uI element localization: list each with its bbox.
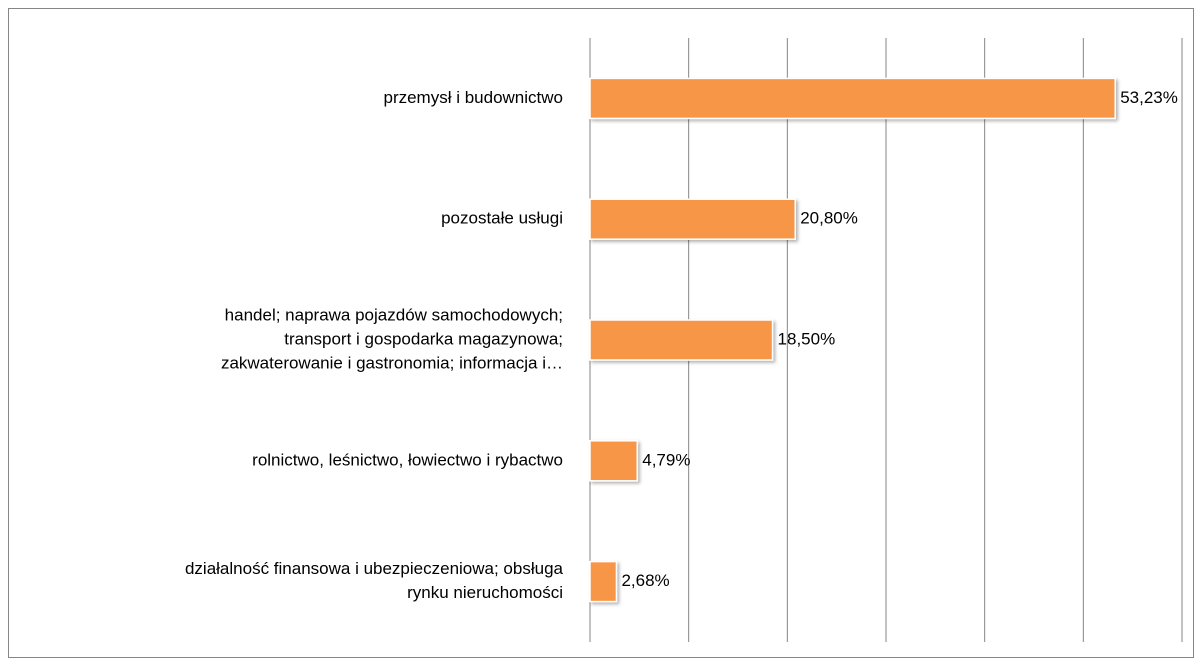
data-label: 4,79% — [642, 450, 690, 469]
bar — [589, 77, 1116, 120]
category-label: rolnictwo, leśnictwo, łowiectwo i rybact… — [252, 450, 563, 469]
category-label: przemysł i budownictwo — [383, 88, 563, 107]
data-label: 2,68% — [621, 571, 669, 590]
bar — [589, 440, 639, 482]
bar — [589, 560, 618, 603]
category-label: transport i gospodarka magazynowa; — [284, 329, 563, 348]
category-label: rynku nieruchomości — [407, 583, 563, 602]
data-label: 20,80% — [800, 209, 858, 228]
bar — [589, 198, 796, 240]
category-label: handel; naprawa pojazdów samochodowych; — [225, 305, 563, 324]
data-label: 53,23% — [1120, 88, 1178, 107]
bar — [589, 319, 774, 361]
category-label: zakwaterowanie i gastronomia; informacja… — [221, 353, 563, 372]
data-label: 18,50% — [778, 329, 836, 348]
category-label: pozostałe usługi — [441, 209, 563, 228]
category-label: działalność finansowa i ubezpieczeniowa;… — [185, 559, 564, 578]
